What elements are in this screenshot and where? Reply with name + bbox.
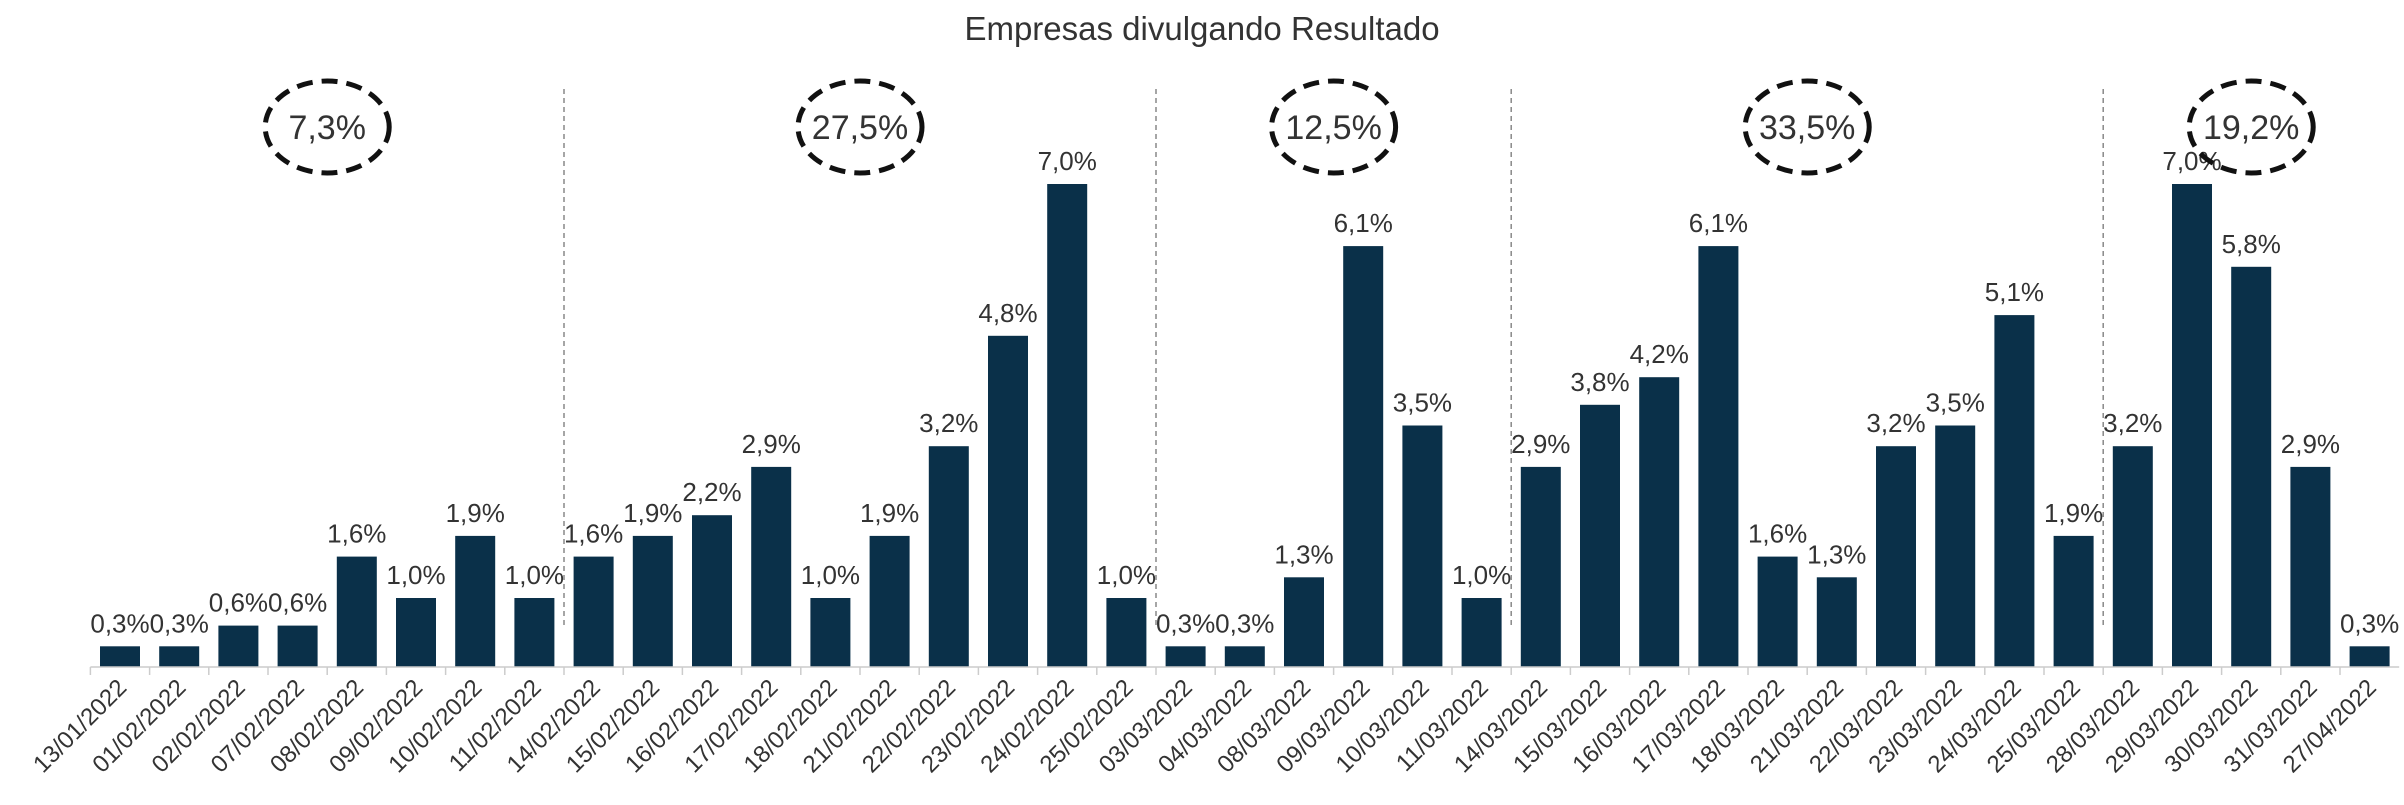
bar bbox=[1639, 377, 1680, 667]
data-label: 0,3% bbox=[1156, 608, 1215, 638]
bar bbox=[1224, 646, 1265, 667]
data-label: 1,9% bbox=[2044, 498, 2103, 528]
bar bbox=[336, 556, 377, 667]
data-label: 3,5% bbox=[1393, 388, 1452, 418]
group-ellipse bbox=[262, 78, 392, 176]
group-total: 33,5% bbox=[1759, 109, 1855, 147]
data-label: 1,9% bbox=[623, 498, 682, 528]
data-label: 0,3% bbox=[90, 608, 149, 638]
bar bbox=[869, 535, 910, 667]
bar bbox=[1284, 577, 1324, 667]
bar bbox=[1580, 404, 1620, 667]
data-label: 4,2% bbox=[1630, 339, 1689, 369]
bar bbox=[573, 556, 614, 667]
data-label: 1,3% bbox=[1807, 539, 1866, 569]
data-label: 0,6% bbox=[209, 588, 268, 618]
bar bbox=[1876, 446, 1916, 667]
bar bbox=[159, 646, 200, 667]
bar bbox=[810, 598, 851, 667]
data-label: 3,2% bbox=[1866, 408, 1925, 438]
data-label: 1,9% bbox=[860, 498, 919, 528]
data-label: 1,0% bbox=[801, 560, 860, 590]
data-label: 1,0% bbox=[1097, 560, 1156, 590]
data-label: 3,5% bbox=[1926, 388, 1985, 418]
bar bbox=[928, 446, 969, 667]
data-label: 2,9% bbox=[1511, 429, 1570, 459]
bar bbox=[1994, 315, 2035, 667]
bar bbox=[988, 335, 1028, 667]
bar bbox=[396, 598, 436, 667]
bar bbox=[751, 466, 792, 667]
bar bbox=[455, 535, 496, 667]
bar bbox=[218, 625, 259, 667]
bar bbox=[1461, 598, 1502, 667]
data-label: 0,6% bbox=[268, 588, 327, 618]
bar bbox=[1343, 246, 1384, 667]
chart-title: Empresas divulgando Resultado bbox=[964, 10, 1439, 47]
group-ellipse bbox=[1742, 78, 1872, 176]
bar bbox=[2349, 646, 2390, 667]
bar bbox=[514, 598, 555, 667]
data-label: 3,2% bbox=[2103, 408, 2162, 438]
bar bbox=[692, 515, 732, 667]
bar bbox=[1757, 556, 1798, 667]
data-label: 7,0% bbox=[1038, 146, 1097, 176]
bar bbox=[2290, 466, 2331, 667]
bar bbox=[1047, 184, 1088, 667]
data-label: 0,3% bbox=[150, 608, 209, 638]
data-label: 1,6% bbox=[1748, 519, 1807, 549]
data-label: 1,6% bbox=[564, 519, 623, 549]
data-label: 1,0% bbox=[386, 560, 445, 590]
bar bbox=[2172, 184, 2212, 667]
data-label: 6,1% bbox=[1334, 208, 1393, 238]
data-label: 4,8% bbox=[978, 298, 1037, 328]
data-label: 0,3% bbox=[1215, 608, 1274, 638]
data-label: 1,6% bbox=[327, 519, 386, 549]
group-total: 19,2% bbox=[2203, 109, 2299, 147]
bar bbox=[2231, 266, 2272, 667]
bar bbox=[632, 535, 673, 667]
bar bbox=[1106, 598, 1147, 667]
data-label: 3,8% bbox=[1570, 367, 1629, 397]
bar bbox=[2053, 535, 2094, 667]
data-label: 3,2% bbox=[919, 408, 978, 438]
bar bbox=[1935, 425, 1976, 667]
group-total: 12,5% bbox=[1285, 109, 1381, 147]
bar bbox=[1816, 577, 1857, 667]
bar bbox=[1165, 646, 1206, 667]
group-ellipse bbox=[795, 78, 925, 176]
bar bbox=[1698, 246, 1739, 667]
data-label: 1,9% bbox=[446, 498, 505, 528]
data-label: 2,2% bbox=[682, 477, 741, 507]
data-label: 2,9% bbox=[2281, 429, 2340, 459]
data-label: 2,9% bbox=[742, 429, 801, 459]
group-ellipse bbox=[1269, 78, 1399, 176]
data-label: 6,1% bbox=[1689, 208, 1748, 238]
group-total: 27,5% bbox=[812, 109, 908, 147]
bar bbox=[1402, 425, 1443, 667]
bar bbox=[277, 625, 318, 667]
data-label: 1,0% bbox=[505, 560, 564, 590]
data-label: 5,8% bbox=[2222, 229, 2281, 259]
bar bbox=[1520, 466, 1561, 667]
data-label: 1,0% bbox=[1452, 560, 1511, 590]
bar bbox=[100, 646, 140, 667]
data-label: 0,3% bbox=[2340, 608, 2399, 638]
group-total: 7,3% bbox=[288, 109, 366, 147]
bar bbox=[2112, 446, 2153, 667]
data-label: 5,1% bbox=[1985, 277, 2044, 307]
data-label: 1,3% bbox=[1274, 539, 1333, 569]
group-ellipse bbox=[2186, 78, 2316, 176]
